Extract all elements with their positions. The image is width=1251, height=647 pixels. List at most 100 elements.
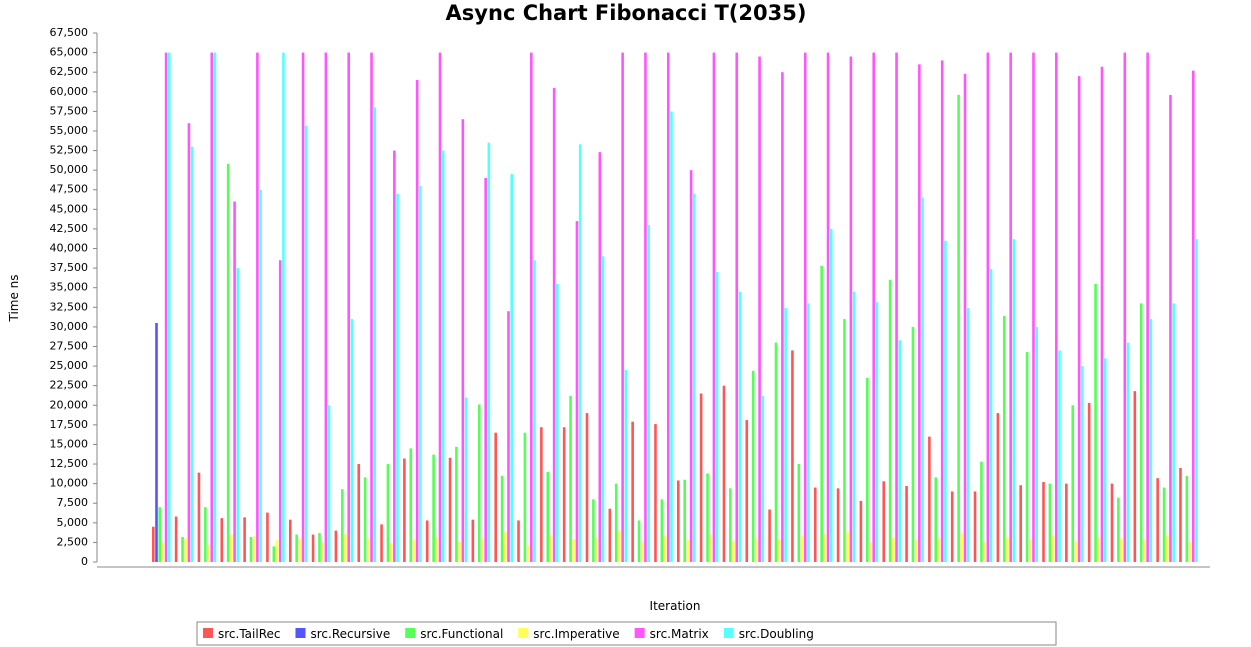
bar xyxy=(155,322,158,562)
legend-label: src.TailRec xyxy=(218,627,280,641)
bar xyxy=(249,536,253,562)
y-tick-label: 45,000 xyxy=(50,202,89,215)
bar xyxy=(1028,539,1032,562)
bar xyxy=(963,73,967,562)
bar xyxy=(546,471,550,562)
bar xyxy=(892,537,895,562)
bar xyxy=(295,534,298,562)
bar xyxy=(386,464,390,562)
y-tick-label: 22,500 xyxy=(50,379,89,392)
bar xyxy=(888,279,892,562)
bar xyxy=(230,534,233,562)
bar xyxy=(344,533,347,562)
y-tick-label: 32,500 xyxy=(50,300,89,313)
bar xyxy=(441,150,445,563)
bar xyxy=(758,56,761,563)
bar xyxy=(435,536,439,562)
bar xyxy=(797,464,801,562)
bar xyxy=(503,532,507,562)
legend-swatch xyxy=(723,628,734,638)
y-tick-label: 7,500 xyxy=(57,496,89,509)
bar xyxy=(393,150,396,563)
bar xyxy=(458,541,461,562)
bar xyxy=(905,485,908,562)
bar xyxy=(647,225,650,563)
bar xyxy=(1117,497,1120,562)
bar xyxy=(477,404,481,562)
bar xyxy=(1074,540,1078,562)
bar xyxy=(966,308,970,562)
y-tick-label: 50,000 xyxy=(50,163,89,176)
bar xyxy=(986,52,990,563)
bar xyxy=(1149,319,1153,562)
bar xyxy=(1051,535,1055,562)
bar xyxy=(843,319,846,562)
bar xyxy=(334,530,338,562)
bar xyxy=(1185,475,1189,562)
bar xyxy=(412,540,416,562)
bar xyxy=(1162,487,1166,562)
bar xyxy=(823,533,827,562)
bar xyxy=(256,52,259,563)
bar xyxy=(670,111,673,563)
bar xyxy=(1006,536,1009,562)
bar xyxy=(849,56,853,563)
bar xyxy=(1002,315,1006,562)
bar xyxy=(174,516,178,562)
bar xyxy=(471,519,475,562)
chart-title: Async Chart Fibonacci T(2035) xyxy=(446,1,807,25)
y-axis-label: Time ns xyxy=(7,274,21,322)
bar xyxy=(934,477,938,562)
y-tick-label: 12,500 xyxy=(50,457,89,470)
bar xyxy=(347,52,351,563)
bar xyxy=(989,268,993,562)
bar xyxy=(301,52,305,563)
bar xyxy=(1156,478,1159,562)
y-tick-label: 52,500 xyxy=(50,144,89,157)
bar xyxy=(415,80,419,563)
bar xyxy=(1058,350,1061,562)
bar xyxy=(738,291,742,562)
bar xyxy=(152,526,155,562)
bar xyxy=(210,52,214,563)
bar xyxy=(677,480,680,562)
bar xyxy=(370,52,373,563)
bar xyxy=(419,185,422,563)
bar xyxy=(1143,540,1146,562)
bar xyxy=(526,544,530,562)
bar xyxy=(184,538,188,562)
bar xyxy=(298,538,302,562)
bar xyxy=(213,52,217,563)
bar xyxy=(980,461,983,562)
bar xyxy=(220,518,224,562)
bar xyxy=(341,489,344,562)
bar xyxy=(275,540,279,562)
bar xyxy=(592,499,595,562)
bar xyxy=(507,311,510,562)
y-tick-label: 37,500 xyxy=(50,261,89,274)
legend-label: src.Recursive xyxy=(310,627,390,641)
bar xyxy=(598,152,602,562)
bar xyxy=(852,291,856,562)
bar xyxy=(866,377,869,562)
bar xyxy=(190,146,194,563)
y-tick-label: 5,000 xyxy=(57,516,89,529)
bar xyxy=(1048,483,1052,562)
bar xyxy=(389,543,393,562)
bar xyxy=(556,283,559,562)
y-tick-label: 40,000 xyxy=(50,242,89,255)
bar xyxy=(510,174,513,563)
bar xyxy=(259,189,262,563)
bar xyxy=(204,507,207,562)
bar xyxy=(631,421,634,562)
bar xyxy=(552,87,556,563)
x-axis-label: Iteration xyxy=(650,599,701,613)
bar xyxy=(236,268,240,562)
bar xyxy=(1025,351,1029,562)
bar xyxy=(660,499,664,562)
bar xyxy=(937,538,941,562)
y-tick-label: 35,000 xyxy=(50,281,89,294)
bar xyxy=(363,477,367,562)
legend-label: src.Functional xyxy=(420,627,503,641)
bar xyxy=(226,163,230,562)
